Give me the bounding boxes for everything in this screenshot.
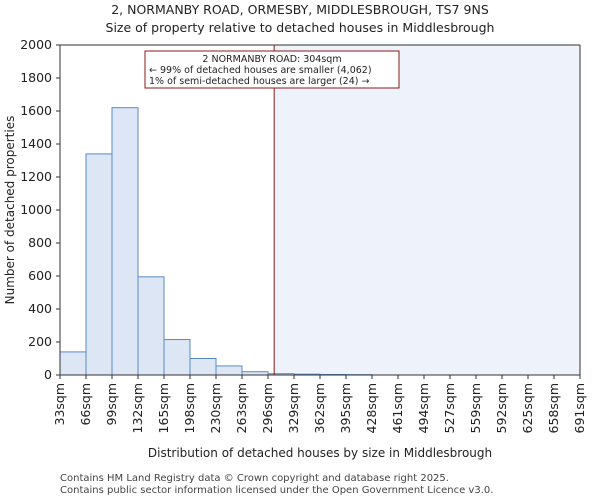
histogram-bar [111,107,139,376]
x-tick-label: 296sqm [260,383,275,433]
x-tick-label: 362sqm [312,383,327,433]
x-tick-label: 625sqm [520,383,535,433]
x-tick-label: 592sqm [494,383,509,433]
footer-copyright: Contains HM Land Registry data © Crown c… [60,473,449,484]
histogram-bar [189,358,217,376]
y-tick-label: 1400 [20,136,52,151]
footer-licence: Contains public sector information licen… [60,485,494,496]
histogram-bar [59,351,87,376]
x-tick-label: 428sqm [364,383,379,433]
x-tick-label: 461sqm [390,383,405,433]
annotation-smaller: ← 99% of detached houses are smaller (4,… [149,65,372,76]
y-tick-label: 0 [44,367,52,382]
x-tick-label: 263sqm [234,383,249,433]
larger-region-shading [274,45,580,375]
x-tick-label: 494sqm [416,383,431,433]
annotation-title: 2 NORMANBY ROAD: 304sqm [202,54,341,65]
x-tick-label: 33sqm [52,383,67,426]
histogram-bar [163,339,191,376]
histogram-bar [137,276,165,376]
x-tick-label: 658sqm [546,383,561,433]
x-axis-label: Distribution of detached houses by size … [148,446,492,460]
y-tick-label: 200 [28,334,52,349]
chart-title: 2, NORMANBY ROAD, ORMESBY, MIDDLESBROUGH… [111,2,489,17]
x-tick-label: 230sqm [208,383,223,433]
histogram-bar [85,153,113,376]
property-annotation: 2 NORMANBY ROAD: 304sqm ← 99% of detache… [144,50,400,89]
x-tick-label: 329sqm [286,383,301,433]
y-tick-label: 1000 [20,202,52,217]
histogram-bar [215,365,243,376]
y-axis-label: Number of detached properties [3,116,17,305]
y-tick-label: 1600 [20,103,52,118]
x-tick-label: 198sqm [182,383,197,433]
annotation-box [144,50,400,89]
x-tick-label: 99sqm [104,383,119,426]
y-tick-label: 2000 [20,37,52,52]
y-tick-label: 1800 [20,70,52,85]
x-tick-label: 395sqm [338,383,353,433]
x-tick-label: 132sqm [130,383,145,433]
annotation-larger: 1% of semi-detached houses are larger (2… [149,76,369,87]
y-tick-label: 800 [28,235,52,250]
y-tick-label: 400 [28,301,52,316]
x-tick-label: 527sqm [442,383,457,433]
y-tick-label: 1200 [20,169,52,184]
x-tick-label: 691sqm [572,383,587,433]
x-tick-label: 66sqm [78,383,93,426]
x-tick-label: 165sqm [156,383,171,433]
histogram-chart: 0 200 400 600 800 1000 1200 1400 1600 1800 2000 33… [3,37,587,460]
chart-subtitle: Size of property relative to detached ho… [105,20,495,35]
y-tick-label: 600 [28,268,52,283]
x-tick-label: 559sqm [468,383,483,433]
